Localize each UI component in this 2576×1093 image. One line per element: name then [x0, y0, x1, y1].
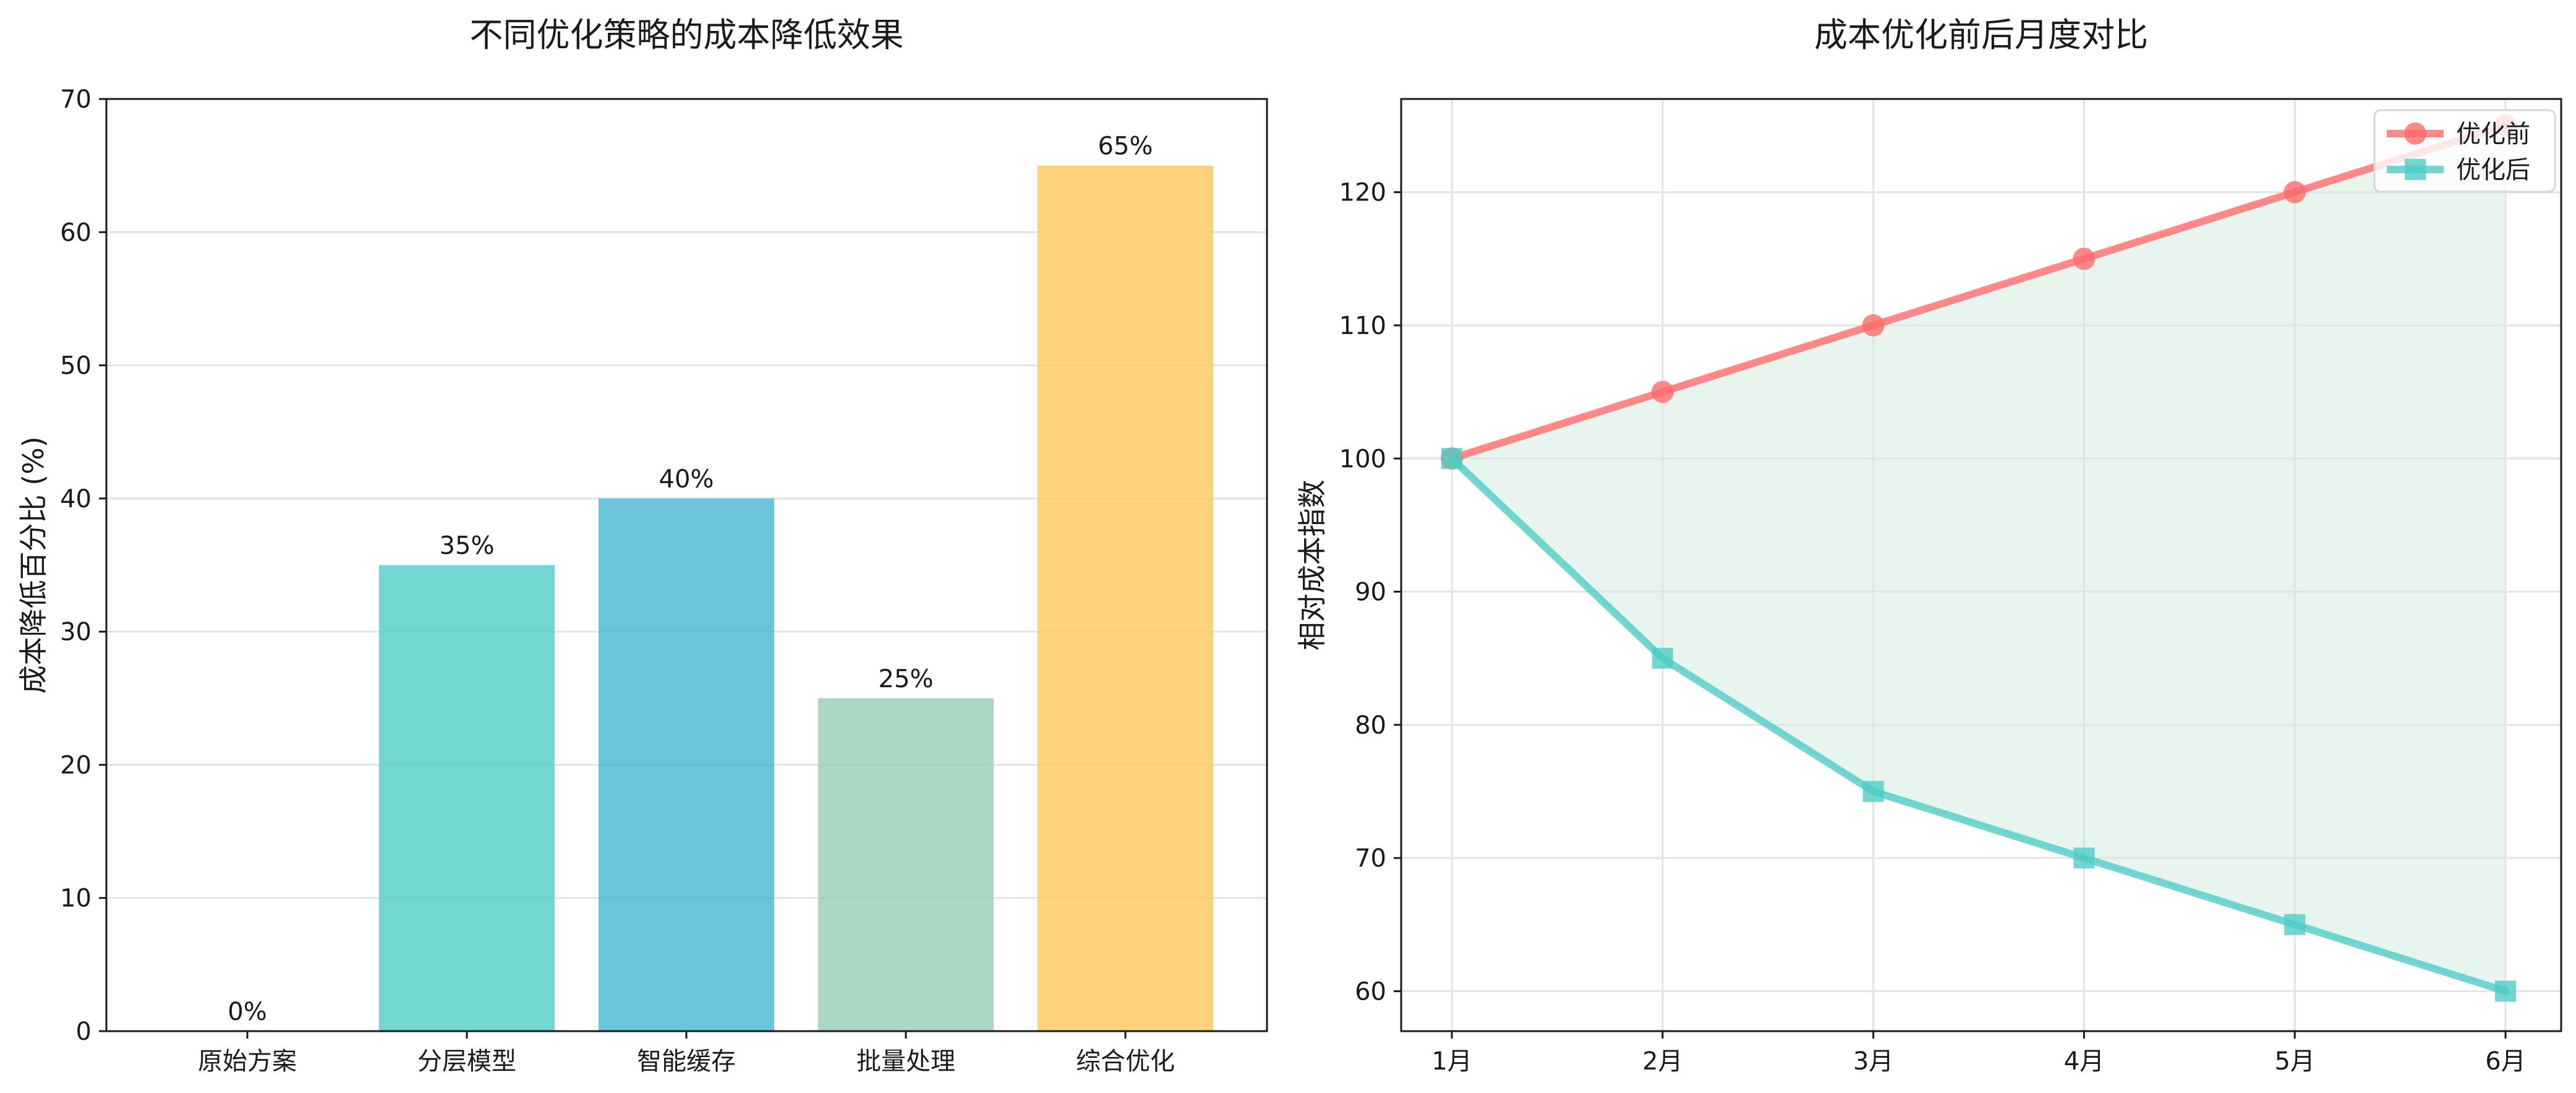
- bar-data-label: 35%: [440, 532, 495, 560]
- legend-entry: 优化前: [2387, 120, 2530, 148]
- line-chart-x-tick-label: 4月: [2064, 1047, 2104, 1076]
- bar-data-label: 40%: [659, 465, 714, 494]
- bar-chart-bars: [379, 165, 1213, 1032]
- line-chart-x-tick-label: 5月: [2274, 1047, 2314, 1076]
- bar: [599, 498, 774, 1031]
- bar-chart-x-tick-label: 原始方案: [198, 1047, 297, 1076]
- legend-marker: [2404, 122, 2426, 145]
- line-chart-y-axis-label: 相对成本指数: [1295, 480, 1329, 651]
- bar-chart-y-tick-label: 60: [60, 218, 92, 247]
- bar-chart: 不同优化策略的成本降低效果 成本降低百分比 (%) 0% 35% 40% 25% 65%…: [17, 15, 1268, 1076]
- bar-chart-y-ticks: 0 10 20 30 40 50 60 70: [60, 85, 106, 1046]
- data-point: [1862, 314, 1885, 336]
- data-point: [2284, 914, 2306, 935]
- bar-chart-x-ticks: 原始方案 分层模型 智能缓存 批量处理 综合优化: [198, 1031, 1175, 1076]
- data-point: [1862, 781, 1884, 802]
- data-point: [1652, 648, 1673, 669]
- bar-data-label: 0%: [228, 998, 267, 1026]
- bar-chart-y-tick-label: 10: [60, 885, 92, 913]
- line-chart-y-tick-label: 90: [1355, 578, 1386, 607]
- bar-chart-y-tick-label: 20: [60, 751, 92, 779]
- line-chart-x-tick-label: 6月: [2485, 1047, 2525, 1076]
- series-line: [1448, 455, 2509, 995]
- bar-chart-y-tick-label: 0: [76, 1018, 92, 1046]
- bar-chart-data-labels: 0% 35% 40% 25% 65%: [228, 132, 1153, 1026]
- line-chart-y-ticks: 60 70 80 90 100 110 120: [1339, 179, 1401, 1006]
- bar-chart-y-tick-label: 30: [60, 618, 92, 646]
- bar-chart-y-axis-label: 成本降低百分比 (%): [17, 436, 50, 693]
- line-chart-y-tick-label: 80: [1355, 711, 1386, 740]
- data-point: [2495, 980, 2516, 1002]
- bar-chart-x-tick-label: 智能缓存: [637, 1047, 736, 1076]
- bar-chart-x-tick-label: 综合优化: [1076, 1047, 1175, 1076]
- bar-chart-title: 不同优化策略的成本降低效果: [470, 15, 904, 54]
- legend-entry: 优化后: [2387, 156, 2530, 184]
- bar: [379, 565, 555, 1031]
- line-chart-y-tick-label: 60: [1355, 977, 1386, 1006]
- data-point: [2073, 847, 2095, 869]
- line-chart-title: 成本优化前后月度对比: [1814, 15, 2148, 54]
- series-line: [1448, 122, 2509, 463]
- bar: [1038, 165, 1213, 1032]
- bar-chart-y-tick-label: 40: [60, 485, 92, 513]
- legend-marker: [2405, 159, 2426, 180]
- data-point: [1441, 448, 1462, 469]
- line-chart-y-tick-label: 110: [1339, 312, 1386, 340]
- line-chart-x-tick-label: 1月: [1431, 1047, 1472, 1076]
- legend-label: 优化前: [2456, 120, 2530, 148]
- line-chart-x-ticks: 1月 2月 3月 4月 5月 6月: [1431, 1031, 2526, 1076]
- bar-chart-x-tick-label: 分层模型: [417, 1047, 516, 1076]
- bar: [818, 698, 994, 1031]
- line-chart: 成本优化前后月度对比 相对成本指数 60 70 80 90 100 110 120 1月 2月…: [1295, 15, 2562, 1076]
- bar-chart-y-tick-label: 70: [60, 85, 92, 114]
- bar-chart-frame: [105, 98, 1268, 1032]
- line-chart-y-tick-label: 100: [1339, 445, 1386, 473]
- legend-label: 优化后: [2456, 156, 2530, 184]
- line-chart-y-tick-label: 70: [1355, 844, 1386, 873]
- line-series: [1441, 448, 2516, 1002]
- line-chart-x-tick-label: 2月: [1642, 1047, 1683, 1076]
- bar-chart-x-tick-label: 批量处理: [856, 1047, 955, 1076]
- bar-data-label: 25%: [879, 665, 934, 693]
- data-point: [2073, 247, 2096, 270]
- line-chart-fill-between: [1452, 126, 2506, 992]
- line-chart-y-tick-label: 120: [1339, 179, 1386, 207]
- line-chart-frame: [1400, 98, 2562, 1032]
- line-chart-x-tick-label: 3月: [1853, 1047, 1893, 1076]
- data-point: [2284, 181, 2306, 204]
- data-point: [1651, 380, 1674, 403]
- bar-data-label: 65%: [1098, 132, 1153, 161]
- bar-chart-y-tick-label: 50: [60, 352, 92, 380]
- line-chart-series: [1441, 114, 2517, 1002]
